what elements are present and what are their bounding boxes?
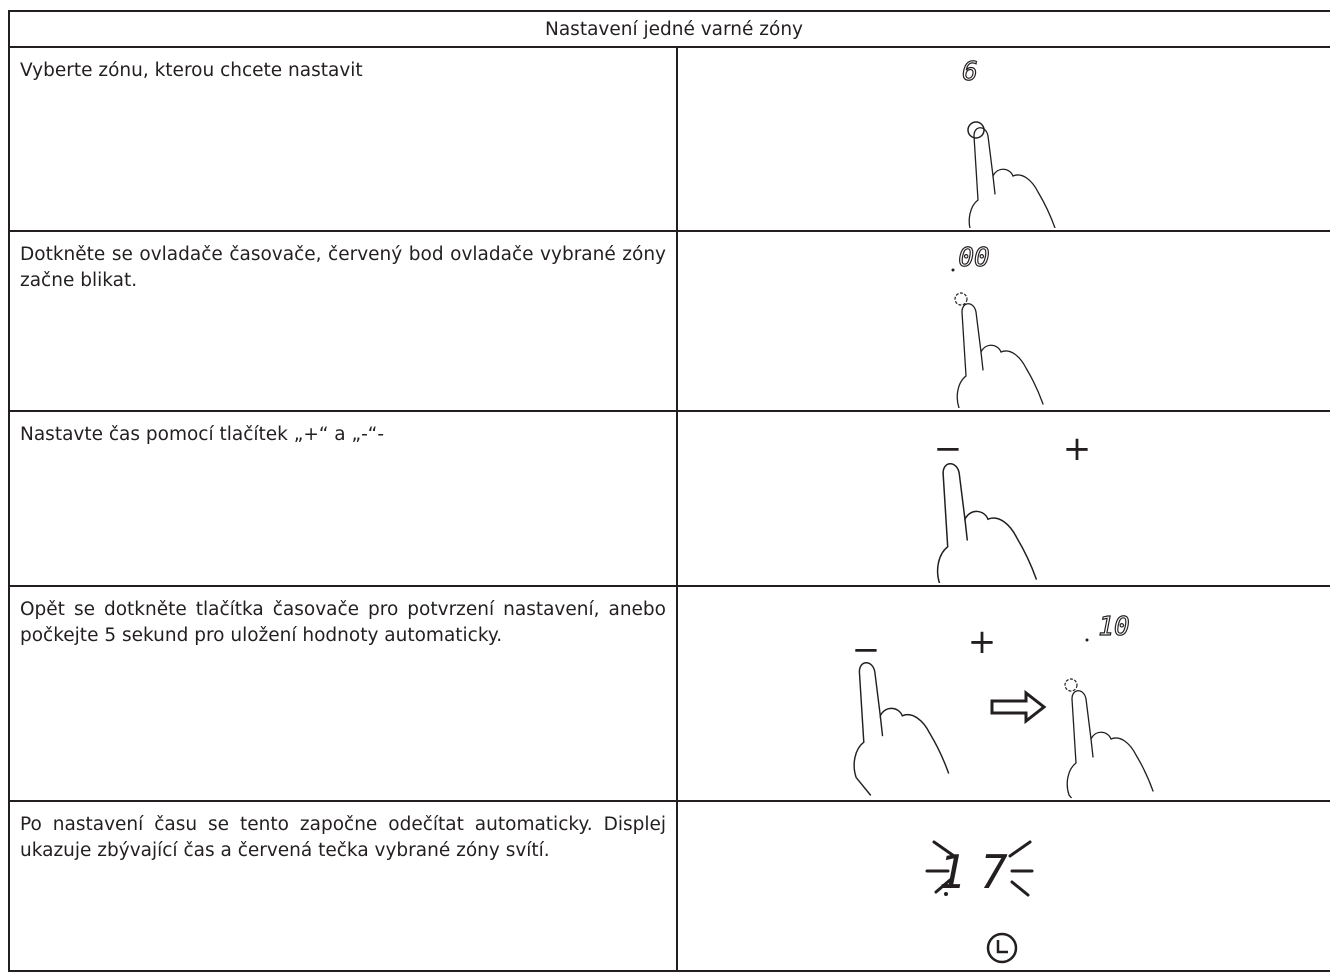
dot bbox=[951, 268, 955, 272]
timer-icon bbox=[954, 292, 968, 306]
plus-key: + bbox=[968, 622, 997, 662]
display: 17 bbox=[938, 845, 1021, 899]
dot bbox=[1085, 638, 1089, 642]
hand bbox=[968, 127, 1056, 228]
table-title: Nastavení jedné varné zóny bbox=[8, 10, 1330, 48]
display: 10 bbox=[1098, 612, 1129, 642]
plus-key: + bbox=[1063, 429, 1092, 469]
illustration-cell: 6 bbox=[676, 46, 1330, 232]
hand bbox=[956, 303, 1044, 408]
display: 00 bbox=[958, 243, 989, 273]
minus-key: − bbox=[852, 630, 881, 670]
illustration: 17 bbox=[925, 840, 1034, 964]
timer-icon bbox=[1064, 678, 1078, 692]
instruction: Vyberte zónu, kterou chcete nastavit bbox=[8, 46, 678, 232]
instruction: Dotkněte se ovladače časovače, červený b… bbox=[8, 230, 678, 412]
timer-hands bbox=[996, 940, 1008, 954]
zone-button bbox=[967, 121, 985, 139]
hand bbox=[936, 462, 1037, 583]
dot bbox=[944, 892, 948, 896]
illustration: − + 10 bbox=[852, 611, 1154, 798]
minus-key: − bbox=[934, 429, 963, 469]
arrow bbox=[990, 689, 1047, 725]
illustration-cell: 17 bbox=[676, 800, 1330, 972]
hand bbox=[1066, 690, 1154, 798]
illustration: 6 bbox=[962, 56, 1056, 228]
illustration: 00 bbox=[951, 242, 1044, 408]
instruction: Po nastavení času se tento započne odečí… bbox=[8, 800, 678, 972]
settings-table: Nastavení jedné varné zóny Vyberte zónu,… bbox=[8, 10, 1330, 972]
timer-icon bbox=[986, 932, 1018, 964]
illustration-cell: 00 bbox=[676, 230, 1330, 412]
display: 6 bbox=[962, 57, 978, 87]
illustration-cell: − + bbox=[676, 410, 1330, 587]
illustration: − + bbox=[934, 429, 1092, 583]
blink-rays bbox=[925, 840, 1034, 897]
illustration-cell: − + 10 bbox=[676, 585, 1330, 802]
hand bbox=[853, 662, 950, 796]
instruction: Nastavte čas pomocí tlačítek „+“ a „-“- bbox=[8, 410, 678, 587]
instruction: Opět se dotkněte tlačítka časovače pro p… bbox=[8, 585, 678, 802]
